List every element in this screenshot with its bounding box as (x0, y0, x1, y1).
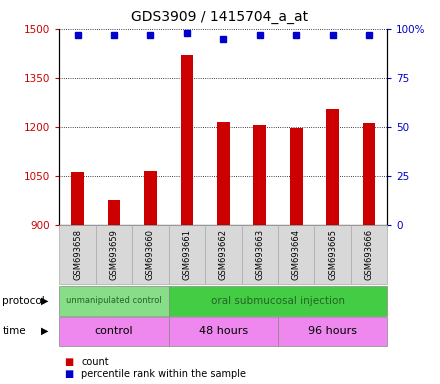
Text: 96 hours: 96 hours (308, 326, 357, 336)
Text: oral submucosal injection: oral submucosal injection (211, 296, 345, 306)
Text: control: control (95, 326, 133, 336)
Bar (217, 122, 230, 225)
Text: GSM693658: GSM693658 (73, 229, 82, 280)
Text: GSM693661: GSM693661 (182, 229, 191, 280)
Text: count: count (81, 357, 109, 367)
Text: 48 hours: 48 hours (199, 326, 248, 336)
Bar (326, 109, 339, 225)
Text: ■: ■ (64, 357, 73, 367)
Text: ▶: ▶ (40, 296, 48, 306)
Bar (71, 172, 84, 225)
Text: GDS3909 / 1415704_a_at: GDS3909 / 1415704_a_at (132, 10, 308, 23)
Bar (144, 171, 157, 225)
Bar (108, 200, 121, 225)
Text: GSM693664: GSM693664 (292, 229, 301, 280)
Text: GSM693659: GSM693659 (110, 229, 118, 280)
Text: ▶: ▶ (40, 326, 48, 336)
Text: unmanipulated control: unmanipulated control (66, 296, 162, 305)
Text: GSM693662: GSM693662 (219, 229, 228, 280)
Bar (253, 125, 266, 225)
Text: GSM693665: GSM693665 (328, 229, 337, 280)
Text: percentile rank within the sample: percentile rank within the sample (81, 369, 246, 379)
Text: GSM693666: GSM693666 (364, 229, 374, 280)
Text: GSM693660: GSM693660 (146, 229, 155, 280)
Text: ■: ■ (64, 369, 73, 379)
Bar (290, 128, 303, 225)
Bar (180, 55, 193, 225)
Text: GSM693663: GSM693663 (255, 229, 264, 280)
Text: time: time (2, 326, 26, 336)
Text: protocol: protocol (2, 296, 45, 306)
Bar (363, 123, 375, 225)
